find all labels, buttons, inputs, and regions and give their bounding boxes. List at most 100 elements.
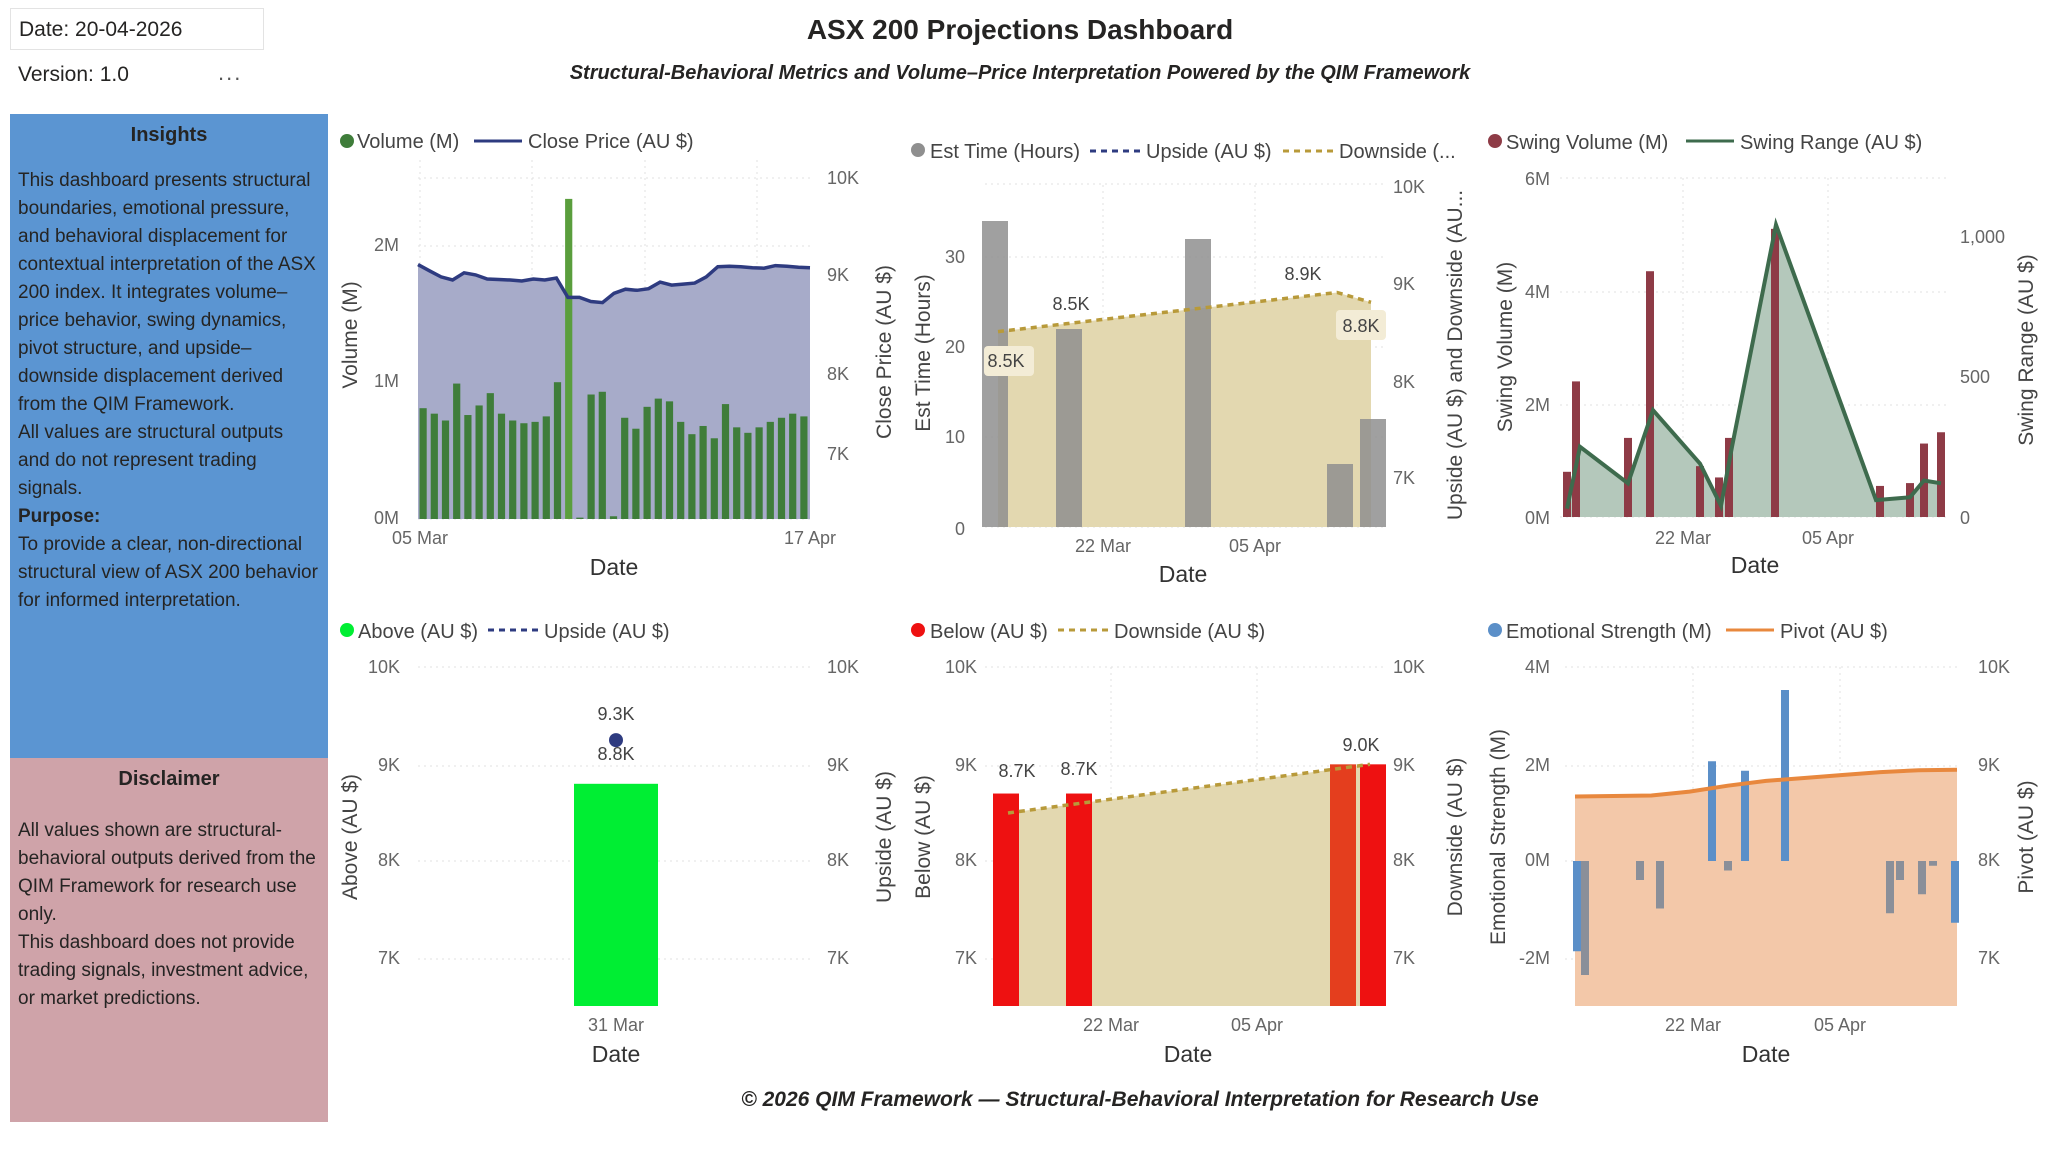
y2-tick-10k: 10K [827,168,859,188]
downside-line [997,290,1372,334]
y2-tick-8k: 8K [1393,850,1415,870]
volume-bars [419,198,808,519]
emotional-bar [1886,861,1894,914]
footer-copyright: © 2026 QIM Framework — Structural-Behavi… [741,1088,1539,1111]
page-title: ASX 200 Projections Dashboard [806,14,1234,45]
y2-axis-title: Downside (AU $) [1444,758,1467,917]
emotional-bars [1573,690,1959,975]
x-tick-05apr: 05 Apr [1814,1015,1866,1035]
volume-bar [766,421,774,519]
volume-bar [789,413,797,519]
y2-tick-10k: 10K [1393,657,1425,677]
downside-line [1007,762,1371,815]
y-tick-30: 30 [945,247,965,267]
y2-tick-9k: 9K [827,265,849,285]
y-tick-4m: 4M [1525,282,1550,302]
y-tick-10k: 10K [945,657,977,677]
y2-tick-7k: 7K [1978,948,2000,968]
y-tick-7k: 7K [955,948,977,968]
legend-emotional-marker [1488,623,1502,637]
y-axis-title: Above (AU $) [339,774,362,900]
emotional-bar [1918,861,1926,895]
swing-volume-bar [1696,466,1704,517]
legend-swing-volume-marker [1488,134,1502,148]
emotional-bar [1573,861,1581,952]
legend-emotional: Emotional Strength (M) [1506,621,1712,643]
emotional-bar [1581,861,1589,975]
upside-marker [609,733,623,748]
y-tick-8k: 8K [378,850,400,870]
est-time-bar [1185,239,1211,527]
swing-range-area [1567,224,1941,517]
data-label-bg-1 [984,346,1034,376]
y-tick-9k: 9K [378,755,400,775]
volume-bar [531,421,539,519]
y2-tick-7k: 7K [1393,948,1415,968]
data-label-3: 9.0K [1342,735,1379,755]
est-time-bar [1327,464,1353,527]
x-tick-22mar: 22 Mar [1665,1015,1721,1035]
y2-tick-500: 500 [1960,367,1990,387]
chart-est-time[interactable]: Est Time (Hours) Upside (AU $) Downside … [911,141,1467,587]
emotional-bar [1656,861,1664,909]
y2-tick-7k: 7K [827,948,849,968]
legend-est-time-marker [911,143,925,157]
downside-area [1008,764,1370,1006]
volume-bar [654,398,662,519]
above-bar [574,783,658,1006]
legend-volume: Volume (M) [357,131,459,153]
data-label-bg-4 [1336,310,1386,340]
below-bar [1066,793,1092,1006]
swing-volume-bar [1572,381,1580,517]
chart-below[interactable]: Below (AU $) Downside (AU $) 8.7K 8.7K 9… [911,621,1467,1067]
chart-swing[interactable]: Swing Volume (M) Swing Range (AU $) 0M 2… [1488,132,2038,578]
emotional-bar [1929,861,1937,866]
volume-bar [721,404,730,519]
emotional-bar [1724,861,1732,871]
volume-bar [464,415,472,519]
volume-bar [699,425,707,519]
below-bars [993,764,1386,1006]
swing-volume-bar [1715,477,1723,517]
more-options-icon[interactable]: ... [218,60,243,85]
x-axis-title: Date [1742,1041,1791,1067]
volume-bar [553,382,562,519]
below-bar [993,793,1019,1006]
y2-tick-9k: 9K [827,755,849,775]
x-tick-05apr: 05 Apr [1229,536,1281,556]
chart-emotional[interactable]: Emotional Strength (M) Pivot (AU $) -2M … [1487,621,2038,1067]
swing-volume-bar [1725,437,1733,517]
x-tick-22mar: 22 Mar [1075,536,1131,556]
volume-bar [576,517,584,519]
close-price-line [417,263,811,305]
volume-bar [744,432,752,519]
swing-volume-bar [1906,483,1914,517]
chart-volume-close[interactable]: Volume (M) Close Price (AU $) 0M 1M 2M 7… [339,131,896,580]
y2-tick-8k: 8K [1978,850,2000,870]
y2-tick-10k: 10K [1978,657,2010,677]
legend-downside: Downside (... [1339,141,1456,163]
y2-axis-title: Swing Range (AU $) [2015,254,2038,445]
legend-upside: Upside (AU $) [1146,141,1272,163]
y-tick-10: 10 [945,427,965,447]
y2-tick-10k: 10K [1393,177,1425,197]
legend-downside: Downside (AU $) [1114,621,1265,643]
x-tick-05mar: 05 Mar [392,528,448,548]
y-axis-title: Volume (M) [339,281,362,388]
emotional-bar [1781,690,1789,861]
volume-bar [677,421,685,519]
volume-bar [621,417,629,519]
y2-tick-7k: 7K [1393,468,1415,488]
legend-swing-range: Swing Range (AU $) [1740,132,1922,154]
y2-tick-1000: 1,000 [1960,227,2005,247]
y-tick-20: 20 [945,337,965,357]
chart-above[interactable]: Above (AU $) Upside (AU $) 9.3K 8.8K 7K … [339,621,896,1067]
insights-title: Insights [130,124,208,146]
emotional-bar [1896,861,1904,880]
disclaimer-title: Disclaimer [118,768,220,790]
x-tick-22mar: 22 Mar [1083,1015,1139,1035]
x-tick-17apr: 17 Apr [784,528,836,548]
data-label-1: 8.7K [998,761,1035,781]
x-axis-title: Date [1164,1041,1213,1067]
